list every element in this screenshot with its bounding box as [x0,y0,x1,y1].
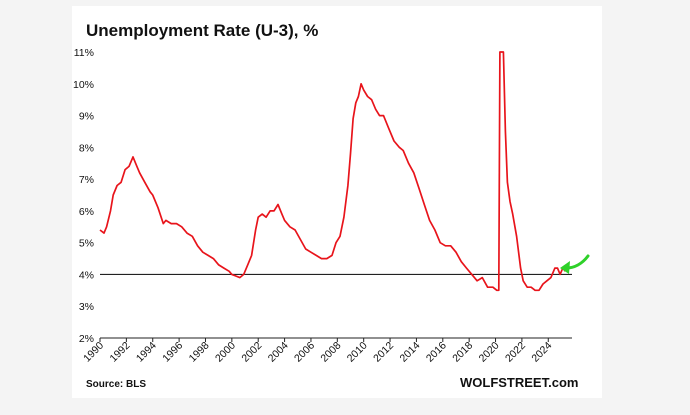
x-axis: 1990 1992 1994 1996 1998 2000 2002 2004 2006 2008… [81,338,555,365]
x-tick-label: 2012 [371,340,396,365]
x-tick-label: 1996 [160,340,185,365]
chart-panel: Unemployment Rate (U-3), % 2% 3% 4% 5% 6% 7% 8… [72,6,602,398]
source-note: Source: BLS [86,379,146,390]
y-tick-label: 10% [73,79,94,91]
series-unemployment-rate [99,51,567,292]
x-tick-label: 1992 [107,340,132,365]
x-tick-label: 2010 [345,340,370,365]
x-tick-label: 2020 [477,340,502,365]
x-tick-label: 2018 [450,340,475,365]
x-tick-label: 2014 [398,340,423,365]
y-tick-label: 7% [79,174,94,186]
brand-label: WOLFSTREET.com [460,375,578,390]
x-tick-label: 2006 [292,340,317,365]
y-tick-label: 5% [79,238,94,250]
y-axis: 2% 3% 4% 5% 6% 7% 8% 9% 10% 11% [73,47,94,345]
x-tick-label: 1994 [134,340,159,365]
x-tick-label: 2000 [213,340,238,365]
x-tick-label: 2022 [503,340,528,365]
x-tick-label: 2002 [239,340,264,365]
x-tick-label: 1998 [187,340,212,365]
x-tick-label: 2004 [266,340,291,365]
y-tick-label: 8% [79,142,94,154]
chart-title: Unemployment Rate (U-3), % [86,21,318,40]
y-tick-label: 2% [79,333,94,345]
y-tick-label: 11% [74,47,94,59]
x-tick-label: 2016 [424,340,449,365]
unemployment-chart: Unemployment Rate (U-3), % 2% 3% 4% 5% 6% 7% 8… [73,21,590,390]
x-tick-label: 2008 [318,340,343,365]
y-tick-label: 3% [79,301,94,313]
y-tick-label: 9% [79,111,94,123]
x-tick-label: 2024 [529,340,554,365]
y-tick-label: 6% [79,206,94,218]
y-tick-label: 4% [79,269,94,281]
green-arrow-icon [560,254,590,274]
